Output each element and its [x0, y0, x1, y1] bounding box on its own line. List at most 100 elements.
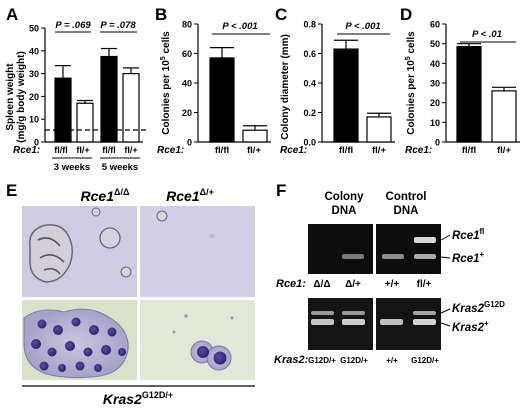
gel-rce1: [308, 224, 441, 274]
panel-a-row-label: Rce1:: [13, 145, 40, 156]
gel-rce1-pointer-fl: [440, 234, 451, 241]
panel-e-bottom-label: Kras2G12D/+: [103, 390, 173, 407]
gel-band: [380, 319, 403, 325]
gel-rce1-band-label-fl: Rce1fl: [452, 227, 484, 242]
y-tick-label: 10: [430, 118, 440, 128]
y-tick-label: 50: [29, 24, 39, 34]
panel-e-col1-sup: Δ/Δ: [114, 187, 130, 197]
bar-fl-fl-3-weeks-: [54, 77, 72, 143]
panel-letter-d: D: [400, 5, 412, 24]
gel-kras2-lane-4: G12D/+: [411, 356, 439, 365]
gel-rce1-band-label-wt: Rce1+: [452, 250, 485, 265]
gel-band: [413, 319, 436, 325]
panel-e-col1-base: Rce1: [81, 188, 115, 204]
panel-c-ylabel: Colony diameter (mm): [280, 34, 291, 140]
colony-small: [99, 227, 121, 249]
gel-kras2-lane-2: G12D/+: [340, 356, 368, 365]
y-tick-label: 0.8: [303, 20, 316, 30]
y-tick-label: 0.4: [303, 79, 316, 89]
panel-letter-e: E: [6, 181, 17, 200]
panel-letter-c: C: [275, 5, 287, 24]
bar-fl-fl: [209, 57, 235, 143]
y-tick-label: 60: [430, 20, 440, 30]
panel-e-col1-label: Rce1Δ/Δ: [81, 187, 130, 204]
gel-kras2-band-label-wt-sup: +: [484, 319, 489, 328]
panel-letter-b: B: [155, 5, 167, 24]
panel-a-group-label-1: 3 weeks: [54, 162, 90, 173]
panel-c-bars: [333, 39, 392, 143]
gel-kras2-pointer-wt: [440, 322, 451, 327]
panel-b-genotype-2: fl/+: [247, 145, 261, 156]
panel-d-ylabel-sup: 5: [405, 56, 412, 60]
panel-a-pvalue-2: P = .078: [100, 20, 136, 31]
gel-kras2-band-label-mut-sup: G12D: [484, 300, 505, 309]
panel-c: Colony diameter (mm) 0.0 0.2 0.4 0.6 0.8 P <…: [280, 20, 395, 156]
bar-fl-fl: [456, 46, 482, 143]
panel-f: Colony DNA Control DNA Rce1fl Rce1+ Rce1…: [274, 191, 505, 366]
y-tick-label: 0.6: [303, 49, 316, 59]
bar-fl-fl-5-weeks-: [100, 55, 118, 143]
bar-fl-: [491, 90, 517, 143]
y-tick-label: 0.0: [303, 138, 316, 148]
gel-kras2: [308, 298, 441, 350]
panel-b-pvalue: P < .001: [222, 21, 257, 32]
panel-a-genotype-2: fl/+: [76, 145, 89, 155]
y-tick-label: 30: [430, 79, 440, 89]
gel-kras2-band-label-mut-base: Kras2: [452, 303, 485, 315]
gel-rce1-pointer-wt: [440, 256, 451, 259]
y-tick-label: 0: [187, 138, 192, 148]
gel-rce1-lane-1: Δ/Δ: [313, 279, 330, 290]
panel-d-genotype-2: fl/+: [497, 145, 511, 156]
panel-d-ylabel-text: Colonies per 10: [406, 60, 417, 135]
y-tick-label: 40: [29, 46, 39, 56]
panel-f-header2-line2: DNA: [394, 205, 419, 217]
gel-band: [342, 319, 365, 325]
gel-kras2-band-label-wt: Kras2+: [452, 319, 489, 334]
panel-c-genotype-2: fl/+: [372, 145, 386, 156]
panel-b-bars: [209, 46, 268, 143]
y-tick-label: 20: [182, 108, 192, 118]
panel-e-col2-sup: Δ/+: [200, 187, 214, 197]
panel-b: Colonies per 105 cells 0 20 40 60 80 P < .00…: [157, 20, 271, 156]
panel-c-pvalue: P < .001: [345, 21, 380, 32]
gel-rce1-row-label: Rce1:: [276, 278, 306, 290]
panel-a-genotype-1: fl/fl: [54, 145, 68, 155]
panel-a-ylabel-line2: (mg/g body weight): [16, 51, 27, 143]
panel-e-bottom-base: Kras2: [103, 391, 142, 407]
y-tick-label: 50: [430, 39, 440, 49]
panel-e-bottom-sup: G12D/+: [142, 390, 173, 400]
gel-band: [382, 254, 404, 259]
gel-rce1-band-label-wt-sup: +: [480, 250, 485, 259]
bar-fl-5-weeks-: [122, 72, 140, 143]
gel-band: [311, 311, 334, 315]
gel-rce1-band-label-fl-sup: fl: [480, 227, 485, 236]
y-tick-label: 60: [182, 49, 192, 59]
panel-f-header1-line2: DNA: [332, 205, 357, 217]
gel-rce1-lane-4: fl/+: [417, 279, 432, 290]
panel-a-bars: [54, 47, 140, 143]
micrograph-bottom-left: [22, 300, 137, 380]
y-tick-label: 80: [182, 20, 192, 30]
y-tick-label: 30: [29, 69, 39, 79]
gel-kras2-band-label-mut: Kras2G12D: [452, 300, 505, 315]
gel-rce1-colony: [308, 224, 373, 274]
gel-kras2-lane-1: G12D/+: [308, 356, 336, 365]
y-tick-label: 0.2: [303, 108, 316, 118]
gel-band: [342, 311, 365, 315]
y-tick-label: 0: [34, 138, 39, 148]
gel-rce1-control: [376, 224, 441, 274]
gel-kras2-lane-3: +/+: [386, 356, 398, 365]
bar-fl-: [366, 116, 392, 143]
gel-kras2-band-label-wt-base: Kras2: [452, 322, 485, 334]
panel-d-ylabel-text-2: cells: [406, 31, 417, 56]
panel-b-ylabel-sup: 5: [160, 56, 167, 60]
panel-d: Colonies per 105 cells 0 10 20 30 40 50 60 P <…: [405, 20, 520, 156]
panel-a: Spleen weight (mg/g body weight) 0 10 20 30…: [5, 20, 147, 173]
micrograph-top-left: [22, 206, 137, 297]
gel-band: [311, 319, 334, 325]
gel-rce1-band-label-fl-base: Rce1: [452, 230, 480, 242]
panel-c-genotype-1: fl/fl: [339, 145, 353, 156]
gel-band: [414, 237, 436, 243]
y-tick-label: 20: [430, 98, 440, 108]
panel-d-row-label: Rce1:: [405, 145, 432, 156]
